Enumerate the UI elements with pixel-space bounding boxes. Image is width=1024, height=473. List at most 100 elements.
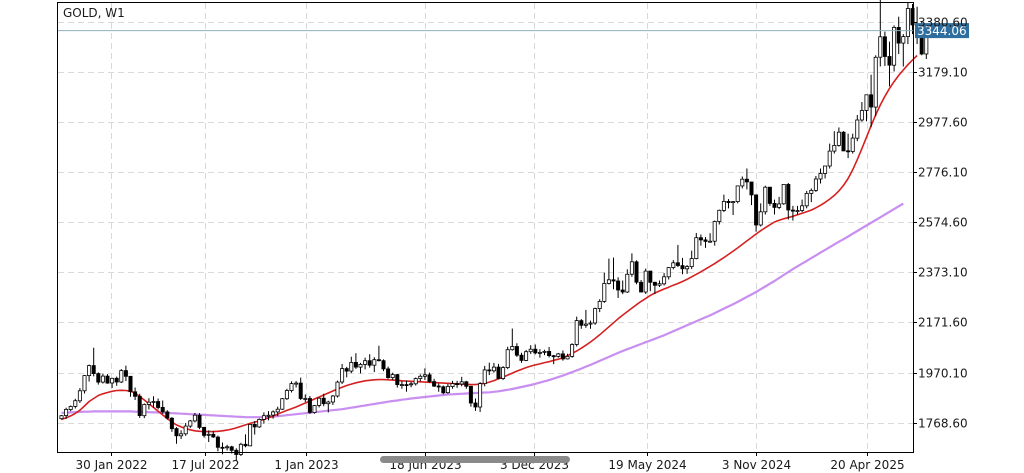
candle bbox=[123, 365, 128, 382]
bullish-candle-body bbox=[146, 401, 151, 405]
axis-labels: 1768.60 1970.10 2171.60 2373.10 2574.60 2776.… bbox=[76, 16, 968, 473]
candle bbox=[795, 205, 800, 215]
candle bbox=[468, 385, 473, 407]
bullish-candle-body bbox=[238, 443, 243, 455]
bullish-candle-body bbox=[505, 349, 510, 369]
bullish-candle-body bbox=[142, 404, 147, 417]
candle bbox=[68, 405, 73, 412]
bearish-candle-body bbox=[464, 381, 469, 387]
candle bbox=[450, 380, 455, 389]
bullish-candle-body bbox=[100, 375, 105, 383]
candle bbox=[445, 383, 450, 394]
bearish-candle-body bbox=[473, 402, 478, 408]
candle bbox=[657, 280, 662, 287]
bearish-candle-body bbox=[611, 279, 616, 282]
candle bbox=[358, 362, 363, 374]
bullish-candle-body bbox=[77, 390, 82, 402]
bearish-candle-body bbox=[487, 369, 492, 372]
current-price-indicator: 3344.06 bbox=[58, 23, 969, 39]
candle bbox=[496, 363, 501, 380]
candle bbox=[441, 385, 446, 395]
bullish-candle-body bbox=[206, 433, 211, 436]
bullish-candle-body bbox=[413, 378, 418, 385]
bullish-candle-body bbox=[528, 348, 533, 353]
horizontal-scrollbar[interactable] bbox=[380, 456, 570, 463]
bearish-candle-body bbox=[344, 368, 349, 372]
candle bbox=[307, 395, 312, 414]
bearish-candle-body bbox=[169, 417, 174, 430]
bearish-candle-body bbox=[105, 375, 110, 384]
y-tick-label: 2171.60 bbox=[918, 316, 968, 330]
candle bbox=[330, 395, 335, 405]
bullish-candle-body bbox=[813, 178, 818, 191]
bearish-candle-body bbox=[846, 150, 851, 153]
bullish-candle-body bbox=[363, 360, 368, 365]
x-tick-label: 17 Jul 2022 bbox=[172, 458, 240, 472]
bullish-candle-body bbox=[119, 370, 124, 383]
candle bbox=[836, 127, 841, 147]
bullish-candle-body bbox=[905, 8, 910, 38]
bullish-candle-body bbox=[317, 397, 322, 406]
bearish-candle-body bbox=[376, 359, 381, 362]
candle bbox=[809, 188, 814, 203]
bearish-candle-body bbox=[215, 436, 220, 448]
current-price-tag bbox=[915, 23, 969, 39]
chart-title: GOLD, W1 bbox=[63, 6, 125, 20]
bullish-candle-body bbox=[565, 355, 570, 360]
bearish-candle-body bbox=[560, 353, 565, 360]
candle bbox=[864, 94, 869, 122]
bullish-candle-body bbox=[625, 273, 630, 293]
candle bbox=[413, 377, 418, 386]
candle bbox=[128, 375, 133, 397]
bullish-candle-body bbox=[629, 261, 634, 275]
candle bbox=[183, 422, 188, 436]
bullish-candle-body bbox=[418, 375, 423, 379]
candle bbox=[832, 131, 837, 154]
bearish-candle-body bbox=[386, 368, 391, 378]
candle bbox=[427, 372, 432, 384]
candle bbox=[284, 388, 289, 400]
candle bbox=[583, 309, 588, 328]
bullish-candle-body bbox=[390, 374, 395, 379]
bearish-candle-body bbox=[427, 374, 432, 382]
bearish-candle-body bbox=[675, 262, 680, 266]
candle bbox=[100, 373, 105, 384]
candle bbox=[781, 183, 786, 205]
bullish-candle-body bbox=[597, 300, 602, 309]
candle bbox=[335, 380, 340, 398]
bearish-candle-body bbox=[547, 350, 552, 356]
bearish-candle-body bbox=[620, 289, 625, 293]
candle bbox=[266, 411, 271, 421]
candle bbox=[698, 234, 703, 246]
bullish-candle-body bbox=[777, 203, 782, 208]
bullish-candle-body bbox=[478, 383, 483, 408]
bearish-candle-body bbox=[896, 26, 901, 44]
candle bbox=[763, 185, 768, 215]
candle bbox=[740, 176, 745, 189]
grid-layer bbox=[58, 3, 913, 452]
candle bbox=[514, 343, 519, 357]
candle bbox=[473, 398, 478, 411]
candle bbox=[892, 25, 897, 72]
candle bbox=[238, 442, 243, 456]
bullish-candle-body bbox=[445, 386, 450, 394]
bearish-candle-body bbox=[441, 386, 446, 394]
candle bbox=[363, 357, 368, 370]
bearish-candle-body bbox=[652, 281, 657, 286]
bearish-candle-body bbox=[160, 406, 165, 413]
x-tick-label: 19 May 2024 bbox=[608, 458, 686, 472]
candle bbox=[436, 383, 441, 392]
bearish-candle-body bbox=[243, 443, 248, 447]
bullish-candle-body bbox=[740, 178, 745, 187]
bearish-candle-body bbox=[114, 377, 119, 383]
bullish-candle-body bbox=[878, 36, 883, 58]
candle bbox=[197, 413, 202, 430]
bullish-candle-body bbox=[804, 192, 809, 207]
candle bbox=[565, 353, 570, 360]
bearish-candle-body bbox=[381, 360, 386, 370]
bullish-candle-body bbox=[537, 351, 542, 354]
bullish-candle-body bbox=[735, 185, 740, 202]
candle bbox=[666, 267, 671, 280]
bearish-candle-body bbox=[767, 186, 772, 204]
bullish-candle-body bbox=[836, 131, 841, 146]
